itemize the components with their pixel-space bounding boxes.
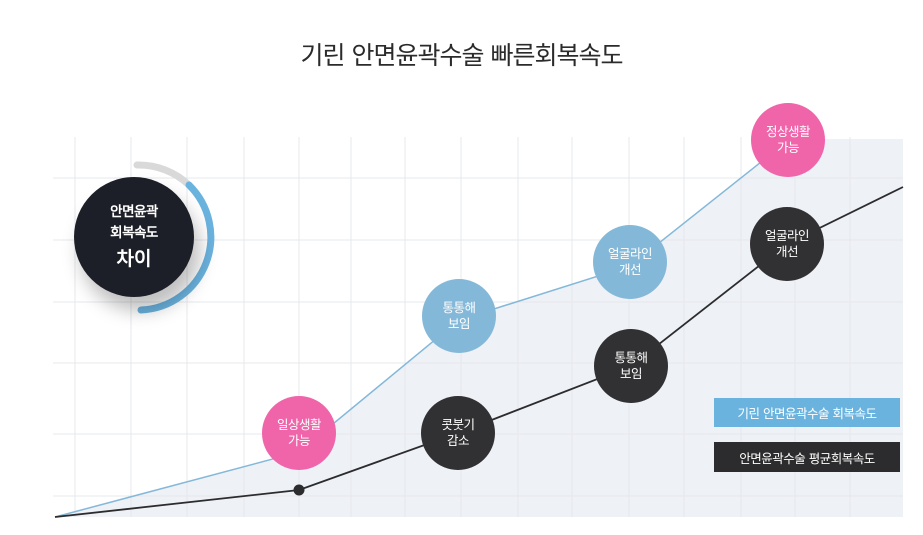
kirin-node-swollen: 통통해 보임	[422, 279, 496, 353]
badge-line-1: 안면윤곽	[110, 203, 158, 220]
average-node-swelling-reduced: 콧붓기 감소	[421, 396, 495, 470]
average-node-swollen: 통통해 보임	[594, 329, 668, 403]
kirin-node-normal-life: 정상생활 가능	[751, 103, 825, 177]
kirin-node-faceline: 얼굴라인 개선	[593, 225, 667, 299]
page-title: 기린 안면윤곽수술 빠른회복속도	[300, 41, 624, 70]
badge-arc	[133, 161, 215, 314]
recovery-speed-badge: 안면윤곽 회복속도 차이	[74, 177, 194, 297]
kirin-node-daily-life: 일상생활 가능	[262, 396, 336, 470]
badge-line-3: 차이	[116, 247, 152, 270]
legend-kirin: 기린 안면윤곽수술 회복속도	[714, 398, 900, 427]
average-node-faceline: 얼굴라인 개선	[750, 207, 824, 281]
legend-average: 안면윤곽수술 평균회복속도	[714, 442, 900, 472]
badge-line-2: 회복속도	[110, 224, 158, 241]
average-start-dot	[293, 484, 305, 496]
